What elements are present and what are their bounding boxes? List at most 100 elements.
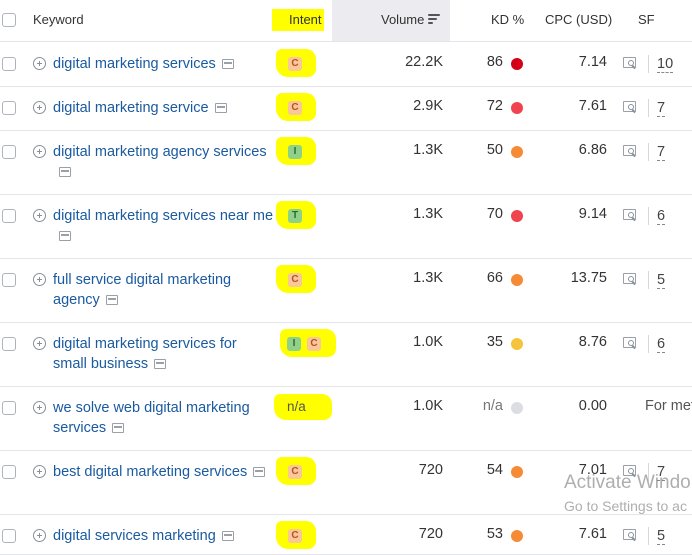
serp-features-icon[interactable]: [221, 531, 234, 541]
row-checkbox[interactable]: [2, 101, 16, 115]
serp-search-icon[interactable]: [623, 528, 639, 542]
plus-circle-icon[interactable]: [33, 401, 46, 414]
table-row: digital services marketing C 720 53 7.61 5: [0, 514, 692, 555]
serp-search-icon[interactable]: [623, 144, 639, 158]
serp-search-icon[interactable]: [623, 56, 639, 70]
serp-features-icon[interactable]: [214, 103, 227, 113]
cpc-column-header[interactable]: CPC (USD): [545, 12, 613, 27]
sf-count[interactable]: 5: [657, 272, 666, 289]
row-checkbox[interactable]: [2, 209, 16, 223]
keyword-text[interactable]: digital services marketing: [53, 528, 216, 544]
serp-frame: [623, 209, 636, 220]
keyword-text[interactable]: full service digital marketing agency: [53, 272, 232, 308]
cpc-value: 9.14: [578, 206, 607, 222]
keyword-link[interactable]: digital marketing agency services: [53, 142, 273, 182]
volume-column-header[interactable]: Volume: [381, 12, 425, 27]
serp-search-icon[interactable]: [623, 100, 639, 114]
column-divider: [648, 271, 649, 289]
keyword-text[interactable]: best digital marketing services: [53, 464, 248, 480]
kd-value: 53: [486, 526, 503, 542]
sf-column-header[interactable]: SF: [638, 12, 655, 27]
intent-badge: C: [307, 337, 321, 351]
kd-value: 86: [486, 54, 503, 70]
serp-features-icon[interactable]: [112, 423, 125, 433]
keyword-link[interactable]: digital marketing service: [53, 98, 273, 118]
plus-circle-icon[interactable]: [33, 529, 46, 542]
row-checkbox[interactable]: [2, 273, 16, 287]
sf-count[interactable]: 7: [657, 144, 666, 161]
cpc-value: 7.61: [578, 98, 607, 114]
row-checkbox[interactable]: [2, 57, 16, 71]
plus-circle-icon[interactable]: [33, 337, 46, 350]
keyword-link[interactable]: full service digital marketing agency: [53, 270, 273, 310]
kd-difficulty-dot: [511, 530, 523, 542]
sf-count[interactable]: 6: [657, 336, 666, 353]
serp-features-icon[interactable]: [59, 167, 71, 177]
sf-count[interactable]: 6: [657, 208, 666, 225]
serp-features-icon[interactable]: [105, 295, 118, 305]
sort-lines-icon[interactable]: [428, 14, 440, 25]
serp-features-icon[interactable]: [154, 359, 167, 369]
serp-search-icon[interactable]: [623, 208, 639, 222]
intent-column-header[interactable]: Intent: [289, 12, 322, 27]
row-checkbox[interactable]: [2, 337, 16, 351]
keyword-text[interactable]: digital marketing services near me: [53, 208, 274, 224]
kd-column-header[interactable]: KD %: [491, 12, 525, 27]
serp-frame: [623, 465, 636, 476]
sf-count[interactable]: 10: [657, 56, 674, 73]
keyword-link[interactable]: digital marketing services near me: [53, 206, 273, 246]
keyword-link[interactable]: digital marketing services: [53, 54, 273, 74]
sf-count[interactable]: 7: [657, 464, 666, 481]
magnifier-icon: [628, 276, 634, 282]
intent-badge: C: [288, 273, 302, 287]
serp-search-icon[interactable]: [623, 336, 639, 350]
activate-windows-subtitle: Go to Settings to ac: [564, 498, 687, 514]
keyword-text[interactable]: digital marketing agency services: [53, 144, 267, 160]
plus-circle-icon[interactable]: [33, 145, 46, 158]
keyword-text[interactable]: digital marketing services: [53, 56, 216, 72]
serp-features-icon[interactable]: [253, 467, 266, 477]
row-checkbox[interactable]: [2, 401, 16, 415]
row-checkbox[interactable]: [2, 145, 16, 159]
table-row: digital marketing services for small bus…: [0, 322, 692, 387]
volume-value: 720: [418, 526, 443, 542]
serp-search-icon[interactable]: [623, 272, 639, 286]
serp-frame: [623, 273, 636, 284]
keyword-link[interactable]: digital marketing services for small bus…: [53, 334, 273, 374]
keyword-text[interactable]: we solve web digital marketing services: [53, 400, 250, 436]
sf-note: For met: [645, 398, 692, 414]
plus-circle-icon[interactable]: [33, 101, 46, 114]
magnifier-icon: [628, 60, 634, 66]
kd-value: 54: [486, 462, 503, 478]
serp-features-icon[interactable]: [221, 59, 234, 69]
column-divider: [648, 207, 649, 225]
intent-highlight: [272, 9, 324, 31]
keyword-link[interactable]: digital services marketing: [53, 526, 273, 546]
keyword-text[interactable]: digital marketing service: [53, 100, 209, 116]
plus-circle-icon[interactable]: [33, 465, 46, 478]
serp-features-icon[interactable]: [59, 231, 71, 241]
plus-circle-icon[interactable]: [33, 209, 46, 222]
plus-circle-icon[interactable]: [33, 57, 46, 70]
row-checkbox[interactable]: [2, 529, 16, 543]
keyword-column-header[interactable]: Keyword: [33, 12, 84, 27]
plus-circle-icon[interactable]: [33, 273, 46, 286]
sf-count[interactable]: 5: [657, 528, 666, 545]
kd-difficulty-dot: [511, 338, 523, 350]
keyword-text[interactable]: digital marketing services for small bus…: [53, 336, 237, 372]
activate-windows-title: Activate Windo: [564, 472, 691, 493]
magnifier-icon: [628, 468, 634, 474]
row-checkbox[interactable]: [2, 465, 16, 479]
serp-search-icon[interactable]: [623, 464, 639, 478]
kd-value: 35: [486, 334, 503, 350]
volume-value: 1.3K: [413, 270, 443, 286]
kd-difficulty-dot: [511, 58, 523, 70]
select-all-checkbox[interactable]: [2, 13, 16, 27]
sf-count[interactable]: 7: [657, 100, 666, 117]
table-row: digital marketing service C 2.9K 72 7.61 7: [0, 86, 692, 131]
keyword-link[interactable]: we solve web digital marketing services: [53, 398, 273, 438]
column-divider: [648, 99, 649, 117]
keyword-link[interactable]: best digital marketing services: [53, 462, 273, 482]
serp-frame: [623, 145, 636, 156]
cpc-value: 13.75: [570, 270, 607, 286]
